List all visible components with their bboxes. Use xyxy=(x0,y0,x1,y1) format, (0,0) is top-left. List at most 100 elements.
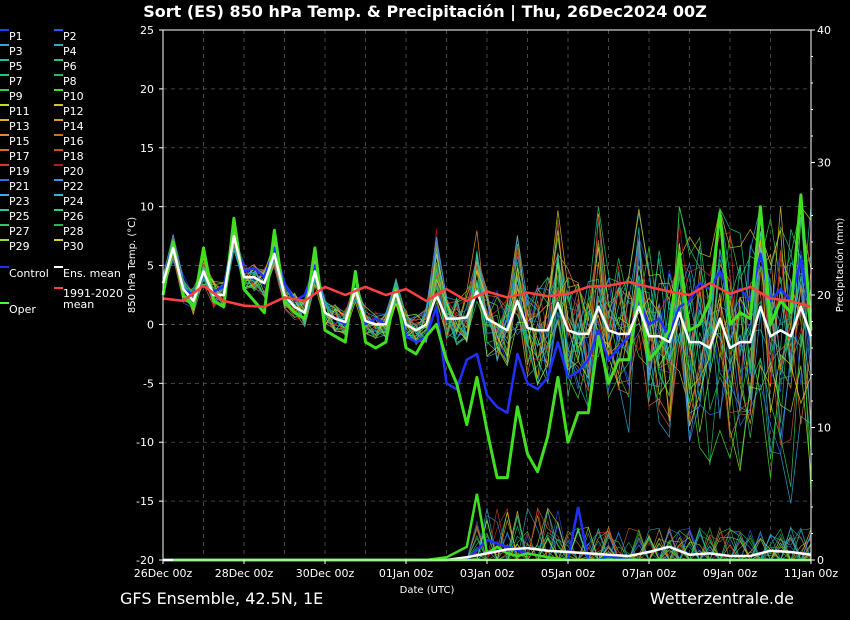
legend-item: P7 xyxy=(0,74,23,88)
legend-swatch xyxy=(0,74,9,76)
legend-swatch xyxy=(0,104,9,106)
y-tick-label: 10 xyxy=(140,201,154,214)
x-axis-label: Date (UTC) xyxy=(400,585,455,596)
legend-label: P28 xyxy=(63,225,84,238)
legend-label: P11 xyxy=(9,105,30,118)
legend-label: P2 xyxy=(63,30,77,43)
legend-swatch xyxy=(0,89,9,91)
chart-title: Sort (ES) 850 hPa Temp. & Precipitación … xyxy=(143,2,707,21)
x-tick-label: 01Jan 00z xyxy=(379,567,433,580)
legend-swatch xyxy=(0,266,9,268)
y2-tick-label: 10 xyxy=(817,422,831,435)
legend-swatch xyxy=(54,209,63,211)
legend-label: P30 xyxy=(63,240,84,253)
legend-swatch xyxy=(54,74,63,76)
legend-label: Ens. mean xyxy=(63,267,121,280)
legend-swatch xyxy=(54,44,63,46)
main-series xyxy=(161,193,813,480)
legend-label: P23 xyxy=(9,195,30,208)
x-tick-label: 09Jan 00z xyxy=(703,567,757,580)
legend-label: P25 xyxy=(9,210,30,223)
legend-item: P27 xyxy=(0,224,30,238)
series-line xyxy=(161,234,813,350)
legend-item: P26 xyxy=(54,209,84,223)
legend-item: P15 xyxy=(0,134,30,148)
legend-item: 1991-2020 mean xyxy=(54,287,123,311)
legend-item: P3 xyxy=(0,44,23,58)
legend-item: P9 xyxy=(0,89,23,103)
legend-label: P14 xyxy=(63,120,84,133)
legend-label: P3 xyxy=(9,45,23,58)
legend-item: P25 xyxy=(0,209,30,223)
y-tick-label: -10 xyxy=(136,436,154,449)
precip-series-line xyxy=(163,545,812,562)
legend-item: P20 xyxy=(54,164,84,178)
legend-item: P6 xyxy=(54,59,77,73)
legend-swatch xyxy=(54,134,63,136)
legend-label: P6 xyxy=(63,60,77,73)
legend-item: P1 xyxy=(0,29,23,43)
legend-swatch xyxy=(54,224,63,226)
legend-item: P10 xyxy=(54,89,84,103)
x-tick-label: 05Jan 00z xyxy=(541,567,595,580)
legend-item: P29 xyxy=(0,239,30,253)
legend-item: P17 xyxy=(0,149,30,163)
legend-label: P12 xyxy=(63,105,84,118)
legend-swatch xyxy=(54,119,63,121)
legend-item: P8 xyxy=(54,74,77,88)
legend-swatch xyxy=(54,59,63,61)
legend-item: P18 xyxy=(54,149,84,163)
legend-swatch xyxy=(54,164,63,166)
legend-label: P24 xyxy=(63,195,84,208)
x-tick-label: 26Dec 00z xyxy=(134,567,193,580)
legend-label: P9 xyxy=(9,90,23,103)
legend-label: P15 xyxy=(9,135,30,148)
legend-label: P22 xyxy=(63,180,84,193)
legend-item: P11 xyxy=(0,104,30,118)
y-tick-label: 0 xyxy=(147,318,154,331)
y-tick-label: -15 xyxy=(136,495,154,508)
legend-swatch xyxy=(54,194,63,196)
legend-swatch xyxy=(54,239,63,241)
legend-item: P24 xyxy=(54,194,84,208)
legend-swatch xyxy=(54,149,63,151)
legend-label: P29 xyxy=(9,240,30,253)
legend-item: P22 xyxy=(54,179,84,193)
x-tick-label: 28Dec 00z xyxy=(215,567,274,580)
legend-label: P26 xyxy=(63,210,84,223)
legend-label: P4 xyxy=(63,45,77,58)
model-info: GFS Ensemble, 42.5N, 1E xyxy=(120,589,324,608)
legend-swatch xyxy=(0,119,9,121)
legend-label: 1991-2020 mean xyxy=(63,287,123,311)
legend-swatch xyxy=(0,224,9,226)
legend-label: P27 xyxy=(9,225,30,238)
source-credit: Wetterzentrale.de xyxy=(649,589,794,608)
legend-label: P18 xyxy=(63,150,84,163)
y-tick-label: 15 xyxy=(140,142,154,155)
legend-item: P12 xyxy=(54,104,84,118)
x-tick-label: 30Dec 00z xyxy=(296,567,355,580)
legend-label: P7 xyxy=(9,75,23,88)
legend-swatch xyxy=(54,29,63,31)
y-tick-label: 25 xyxy=(140,24,154,37)
legend-item: Ens. mean xyxy=(54,266,121,280)
legend-label: P17 xyxy=(9,150,30,163)
legend-item: Oper xyxy=(0,302,36,316)
y-axis-label: 850 hPa Temp. (°C) xyxy=(127,217,138,313)
legend-swatch xyxy=(0,179,9,181)
y-tick-label: 5 xyxy=(147,260,154,273)
legend-item: P4 xyxy=(54,44,77,58)
legend-swatch xyxy=(0,149,9,151)
legend-label: Oper xyxy=(9,303,36,316)
series-line xyxy=(161,193,813,480)
legend-item: P16 xyxy=(54,134,84,148)
legend: P1 P2 P3 P4 P5 P6 P7 P8 P9 P10 P11 P12 P13 P14 P15 P16 P… xyxy=(0,29,130,320)
legend-swatch xyxy=(54,266,63,268)
y2-tick-label: 0 xyxy=(817,554,824,567)
legend-item: P14 xyxy=(54,119,84,133)
legend-swatch xyxy=(0,209,9,211)
legend-label: P13 xyxy=(9,120,30,133)
legend-swatch xyxy=(0,29,9,31)
legend-item: P13 xyxy=(0,119,30,133)
